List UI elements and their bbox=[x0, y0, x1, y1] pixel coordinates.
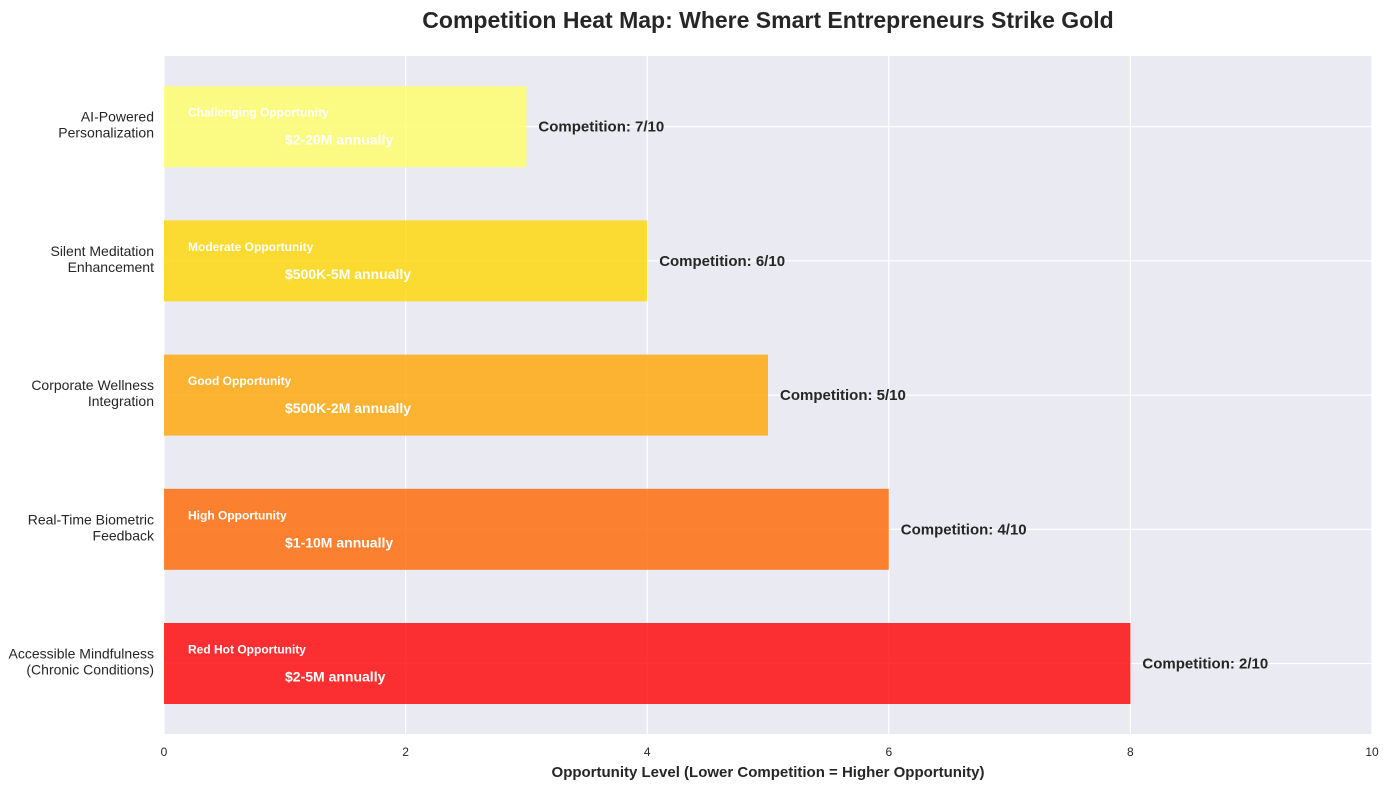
competition-label: Competition: 6/10 bbox=[659, 253, 785, 270]
bar bbox=[164, 354, 768, 436]
y-tick-label-line: (Chronic Conditions) bbox=[26, 662, 154, 678]
y-tick-label-line: Real-Time Biometric bbox=[28, 511, 154, 527]
competition-label: Competition: 2/10 bbox=[1142, 656, 1268, 673]
opportunity-label: Moderate Opportunity bbox=[188, 240, 314, 254]
competition-label: Competition: 5/10 bbox=[780, 387, 906, 404]
market-size-label: $500K-2M annually bbox=[285, 400, 411, 416]
bar bbox=[164, 86, 527, 168]
x-tick-label: 0 bbox=[161, 745, 168, 759]
bar bbox=[164, 220, 648, 302]
opportunity-label: High Opportunity bbox=[188, 508, 287, 522]
y-tick-label: Corporate Wellness Integration bbox=[31, 377, 154, 409]
bar bbox=[164, 488, 889, 570]
opportunity-label: Red Hot Opportunity bbox=[188, 643, 306, 657]
market-size-label: $1-10M annually bbox=[285, 534, 393, 550]
market-size-label: $2-20M annually bbox=[285, 132, 393, 148]
x-axis-label: Opportunity Level (Lower Competition = H… bbox=[552, 764, 985, 781]
market-size-label: $500K-5M annually bbox=[285, 266, 411, 282]
competition-label: Competition: 7/10 bbox=[538, 119, 664, 136]
competition-label: Competition: 4/10 bbox=[901, 521, 1027, 538]
y-tick-label-line: AI-Powered bbox=[81, 109, 154, 125]
y-tick-label-line: Enhancement bbox=[68, 259, 155, 275]
opportunity-label: Challenging Opportunity bbox=[188, 106, 329, 120]
plot-area: 0 2 4 6 8 10 Red Hot Opportunity $2-5M annually… bbox=[8, 56, 1379, 759]
opportunity-label: Good Opportunity bbox=[188, 374, 292, 388]
y-tick-label: Silent Meditation Enhancement bbox=[50, 243, 154, 275]
x-tick-label: 4 bbox=[644, 745, 651, 759]
x-tick-label: 10 bbox=[1365, 745, 1379, 759]
y-tick-label: Real-Time Biometric Feedback bbox=[28, 511, 155, 543]
y-tick-label-line: Integration bbox=[88, 393, 154, 409]
x-tick-label: 2 bbox=[402, 745, 409, 759]
y-tick-label: Accessible Mindfulness (Chronic Condition… bbox=[8, 646, 154, 678]
y-tick-label-line: Feedback bbox=[93, 527, 155, 543]
market-size-label: $2-5M annually bbox=[285, 669, 386, 685]
y-tick-label: AI-Powered Personalization bbox=[58, 109, 154, 141]
y-tick-label-line: Corporate Wellness bbox=[31, 377, 154, 393]
chart-title: Competition Heat Map: Where Smart Entrep… bbox=[422, 7, 1113, 33]
bar bbox=[164, 623, 1131, 704]
y-tick-label-line: Personalization bbox=[58, 125, 154, 141]
x-tick-label: 6 bbox=[885, 745, 892, 759]
y-tick-label-line: Accessible Mindfulness bbox=[8, 646, 154, 662]
y-tick-label-line: Silent Meditation bbox=[50, 243, 154, 259]
x-tick-label: 8 bbox=[1127, 745, 1134, 759]
